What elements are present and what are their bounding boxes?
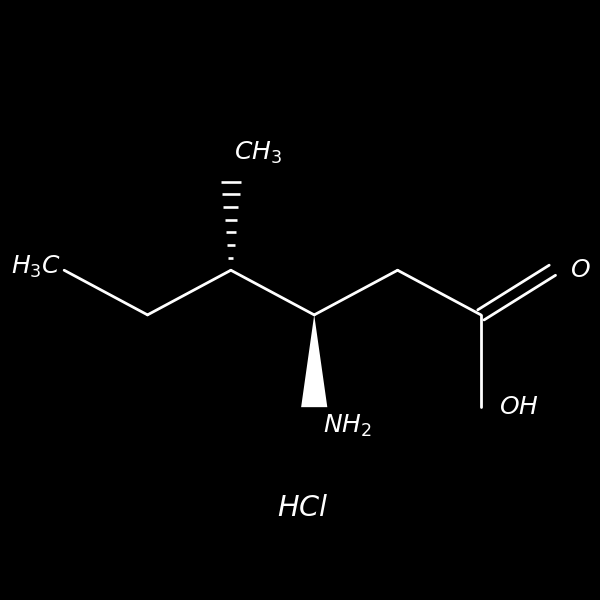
Text: $CH_3$: $CH_3$ <box>234 140 282 166</box>
Text: $HCl$: $HCl$ <box>277 494 328 523</box>
Polygon shape <box>301 315 328 407</box>
Text: $O$: $O$ <box>570 258 591 282</box>
Text: $OH$: $OH$ <box>499 395 539 419</box>
Text: $H_3C$: $H_3C$ <box>11 254 61 280</box>
Text: $NH_2$: $NH_2$ <box>323 413 372 439</box>
